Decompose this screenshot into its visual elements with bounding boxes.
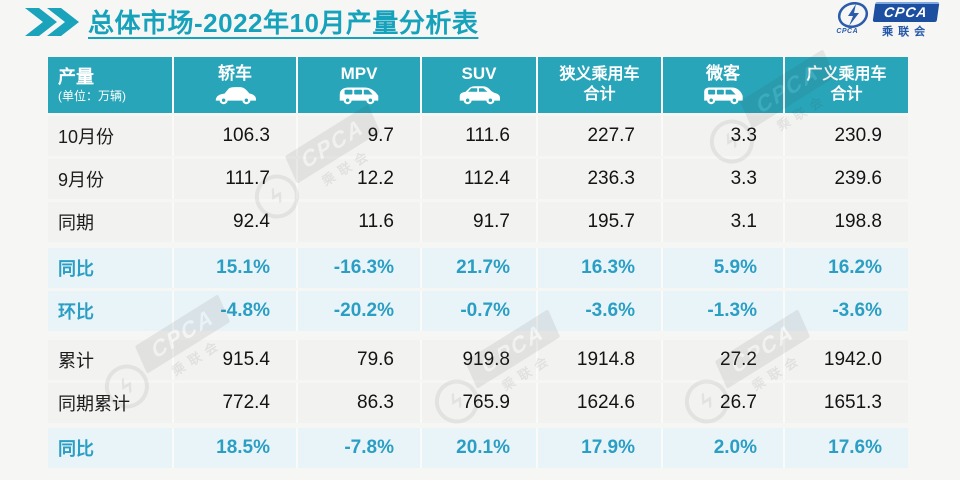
cpca-org-name: 乘联会 (882, 26, 931, 39)
sedan-icon (215, 87, 256, 105)
table-row-cumulative-yoy: 同比 18.5% -7.8% 20.1% 17.9% 2.0% 17.6% (48, 428, 908, 468)
row-label: 同比 (58, 259, 94, 279)
col-header-microvan: 微客 (661, 57, 783, 113)
mpv-icon (339, 87, 379, 105)
unit-label: (单位：万辆) (58, 88, 126, 103)
row-label: 9月份 (58, 170, 105, 190)
col-header-suv: SUV (420, 57, 536, 113)
suv-icon (459, 86, 500, 105)
col-header-production: 产量 (单位：万辆) (58, 67, 126, 103)
row-label: 累计 (58, 351, 94, 371)
production-table: 产量 (单位：万辆) 轿车 MPV SUV (48, 57, 908, 468)
col-header-sedan: 轿车 (172, 57, 296, 113)
title-bar: 总体市场-2022年10月产量分析表 (24, 3, 478, 40)
col-header-narrow-pv-total: 狭义乘用车 合计 (536, 57, 661, 113)
col-header-broad-pv-total: 广义乘用车 合计 (783, 57, 908, 113)
row-label: 环比 (58, 302, 94, 322)
row-label: 同比 (58, 439, 94, 459)
col-header-mpv: MPV (296, 57, 420, 113)
row-label: 10月份 (58, 127, 115, 147)
cpca-signature: CPCA (836, 28, 859, 35)
row-label: 同期累计 (58, 394, 130, 414)
cpca-emblem-icon: CPCA (836, 1, 872, 35)
double-chevron-icon (25, 7, 79, 36)
microvan-icon (704, 87, 743, 105)
table-row-same-period: 同期 92.4 11.6 91.7 195.7 3.1 198.8 (48, 202, 908, 242)
table-row-cumulative-same-period: 同期累计 772.4 86.3 765.9 1624.6 26.7 1651.3 (48, 383, 908, 423)
table-row-yoy: 同比 15.1% -16.3% 21.7% 16.3% 5.9% 16.2% (48, 248, 908, 288)
table-header-row: 产量 (单位：万辆) 轿车 MPV SUV (48, 57, 908, 113)
table-row-cumulative: 累计 915.4 79.6 919.8 1914.8 27.2 1942.0 (48, 340, 908, 380)
table-row-mom: 环比 -4.8% -20.2% -0.7% -3.6% -1.3% -3.6% (48, 291, 908, 331)
page-title: 总体市场-2022年10月产量分析表 (88, 8, 479, 38)
cpca-wordmark: CPCA (872, 2, 940, 23)
cpca-logo: CPCA CPCA 乘联会 (836, 1, 940, 39)
table-row-october: 10月份 106.3 9.7 111.6 227.7 3.3 230.9 (48, 116, 908, 156)
table-row-september: 9月份 111.7 12.2 112.4 236.3 3.3 239.6 (48, 159, 908, 199)
row-label: 同期 (58, 213, 94, 233)
